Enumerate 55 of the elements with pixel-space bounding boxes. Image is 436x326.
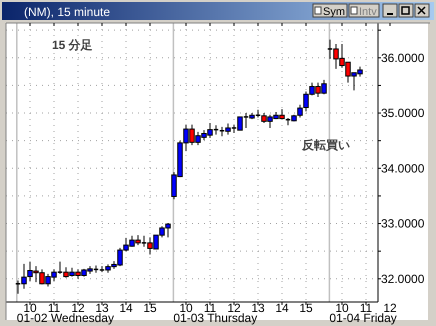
candlestick	[315, 82, 321, 98]
candlestick	[183, 124, 189, 152]
candlestick	[220, 126, 224, 137]
candlestick	[117, 247, 123, 267]
candlestick	[261, 112, 267, 124]
candlestick	[225, 123, 231, 136]
candlestick	[135, 234, 141, 246]
candlestick	[328, 39, 332, 60]
candlestick	[345, 62, 351, 84]
candlestick	[321, 79, 327, 95]
candlestick	[303, 91, 309, 112]
candlestick	[357, 66, 363, 78]
candlestick	[297, 104, 303, 118]
candlestick	[339, 43, 345, 68]
candlestick	[58, 261, 62, 274]
candlestick	[142, 235, 146, 248]
candlestick	[33, 266, 39, 283]
candlestick	[171, 172, 177, 200]
x-tick-label: 15	[299, 301, 313, 315]
candlestick	[51, 268, 57, 282]
candlestick	[195, 131, 201, 146]
y-tick-label: 33.0000	[381, 216, 425, 231]
candlestick	[27, 261, 33, 282]
candlestick	[351, 72, 357, 91]
candlestick	[123, 237, 129, 252]
candlestick	[201, 130, 207, 141]
candlestick	[207, 122, 213, 138]
x-tick-label: 14	[275, 301, 289, 315]
candlestick	[309, 82, 315, 96]
annotation: 15 分足	[52, 38, 93, 52]
candlestick	[16, 280, 20, 294]
candlestick	[63, 266, 69, 278]
candlestick	[75, 268, 81, 280]
y-tick-label: 36.0000	[381, 50, 425, 65]
candlestick	[214, 124, 218, 136]
candlestick	[45, 273, 51, 288]
y-tick-label: 32.0000	[381, 272, 425, 286]
candlestick	[333, 43, 339, 70]
candlestick	[21, 263, 27, 290]
candlestick	[39, 268, 45, 285]
candlestick	[165, 222, 171, 238]
x-tick-label: 15	[143, 301, 157, 315]
candlestick	[244, 112, 248, 128]
y-tick-label: 35.0000	[381, 106, 425, 120]
candlestick	[147, 236, 153, 255]
title: (NM), 15 minute	[24, 5, 110, 19]
candlestick	[267, 114, 273, 128]
candlestick	[129, 235, 135, 248]
annotation: 反転買い	[302, 138, 350, 152]
candlestick	[189, 124, 195, 146]
text: Intv	[359, 6, 378, 18]
candlestick	[159, 226, 165, 238]
x-tick-label: 14	[119, 301, 133, 315]
text: Sym	[323, 6, 345, 18]
y-tick-label: 34.0000	[381, 161, 425, 176]
